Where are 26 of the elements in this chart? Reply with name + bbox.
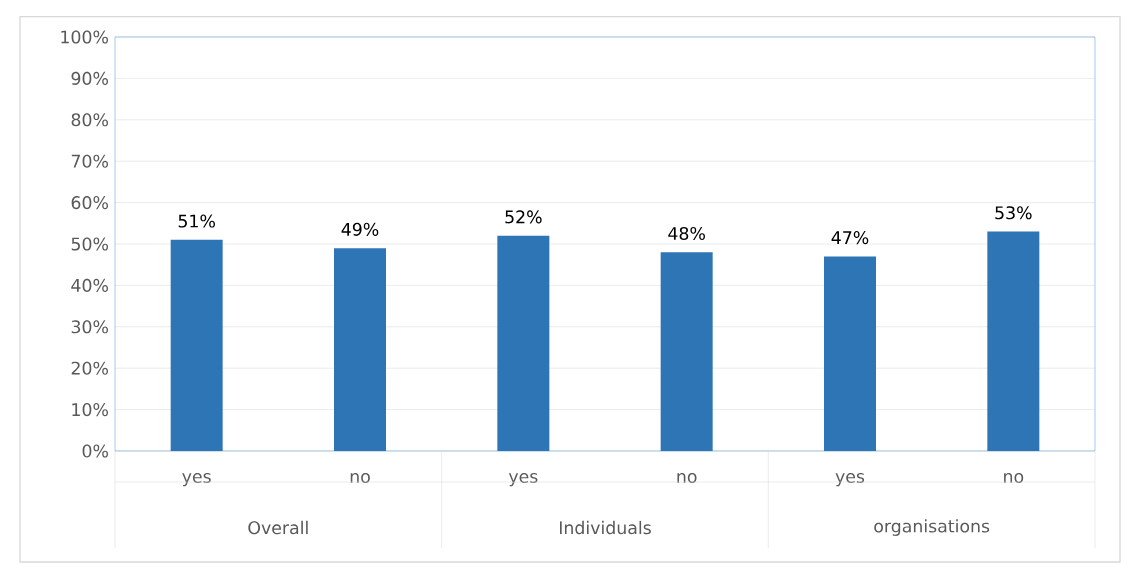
y-tick-label: 20%	[71, 361, 108, 375]
data-label: 52%	[505, 210, 542, 224]
y-tick-label: 50%	[71, 237, 108, 251]
y-tick-label: 80%	[71, 113, 108, 127]
x-tick-label: yes	[508, 473, 538, 487]
x-tick-label: no	[1004, 473, 1024, 483]
y-tick-label: 10%	[72, 403, 108, 417]
data-label: 53%	[995, 206, 1032, 220]
y-tick-label: 0%	[82, 444, 109, 458]
x-tick-label: yes	[835, 473, 865, 487]
y-tick-label: 60%	[71, 196, 108, 210]
data-label: 47%	[831, 231, 869, 245]
y-tick-label: 90%	[71, 71, 108, 85]
data-label: 48%	[668, 226, 705, 241]
y-tick-label: 40%	[71, 278, 108, 292]
text: Overall	[248, 520, 308, 535]
y-tick-label: 100%	[61, 30, 108, 44]
text: organisations	[874, 519, 990, 536]
x-tick-label: yes	[182, 473, 211, 487]
x-tick-label: no	[350, 473, 370, 483]
data-label: 49%	[341, 222, 379, 236]
text: Individuals	[559, 520, 651, 535]
x-tick-label: no	[677, 473, 697, 483]
y-tick-label: 30%	[71, 320, 108, 334]
data-label: 51%	[178, 214, 215, 228]
y-tick-label: 70%	[71, 154, 108, 168]
